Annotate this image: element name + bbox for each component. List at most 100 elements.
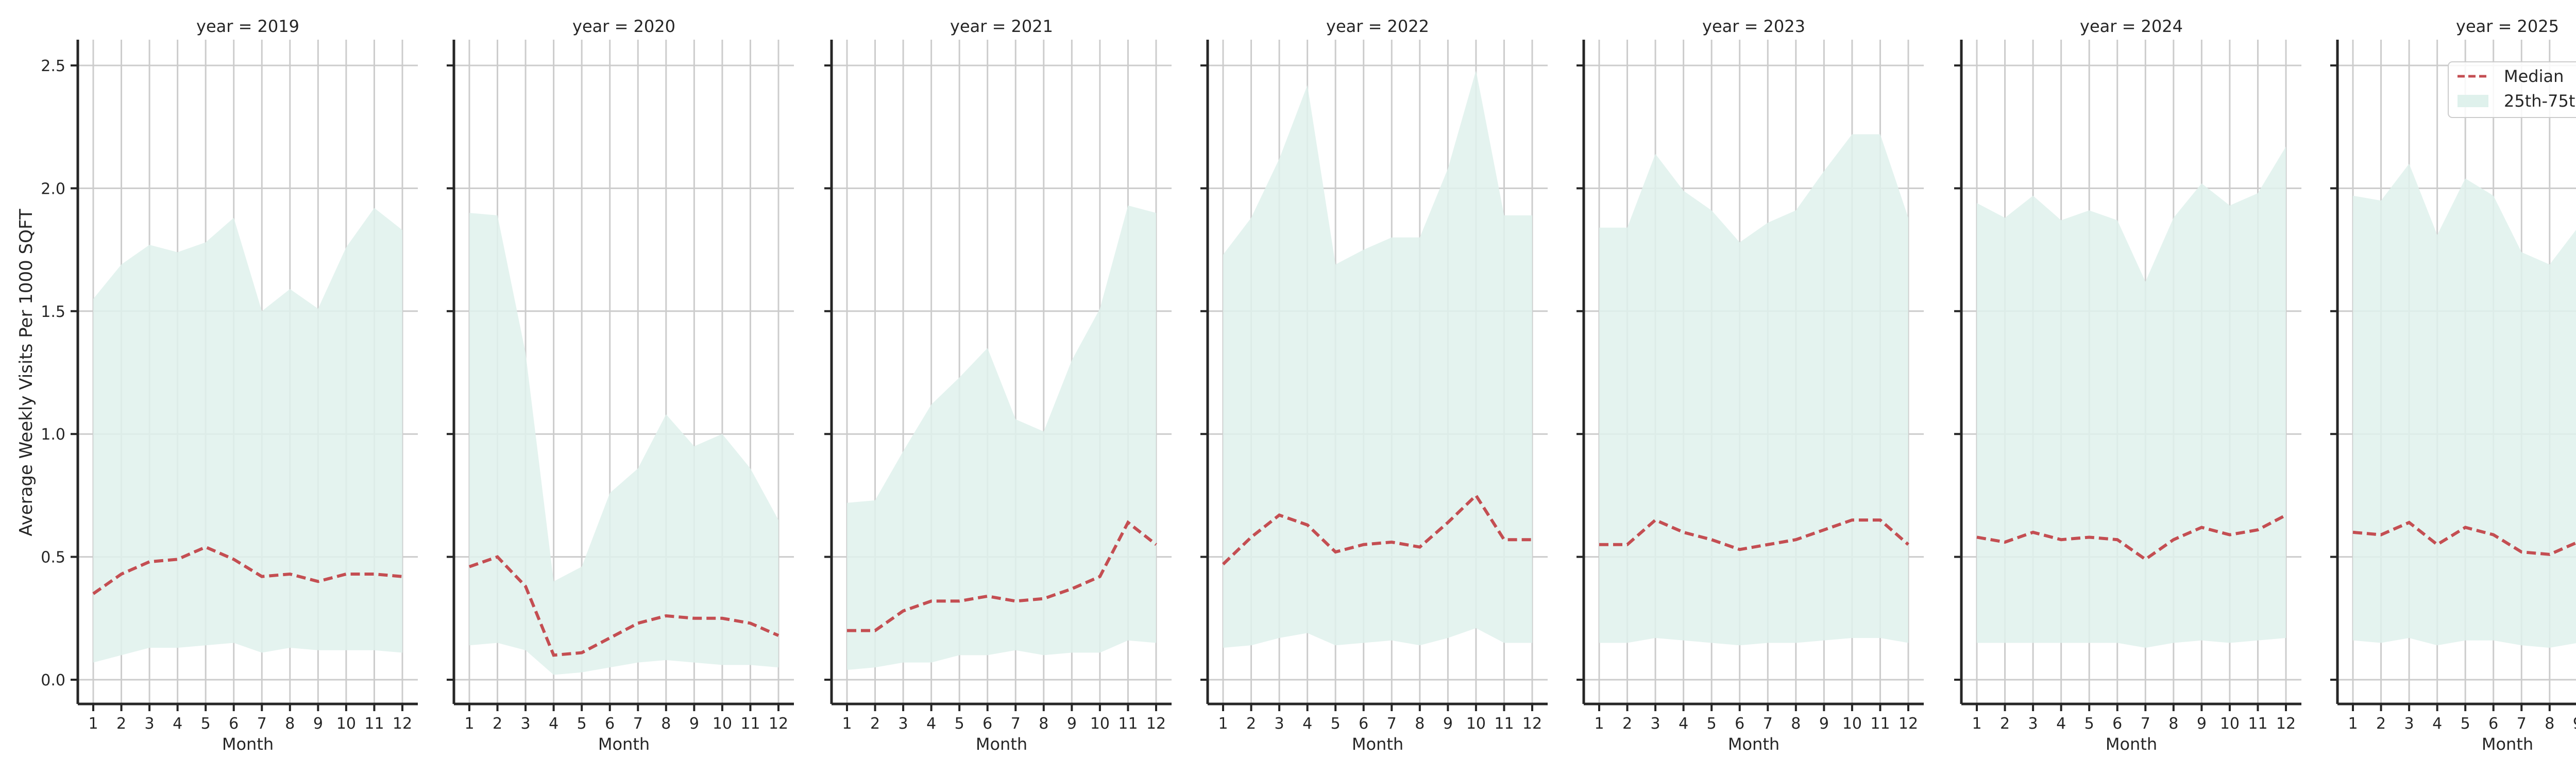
x-tick-label: 9 — [1819, 715, 1829, 733]
x-tick-label: 9 — [2197, 715, 2207, 733]
facet-title: year = 2020 — [572, 16, 675, 36]
x-tick-label: 11 — [1870, 715, 1890, 733]
x-tick-label: 8 — [1791, 715, 1801, 733]
x-tick-label: 6 — [1735, 715, 1744, 733]
x-tick-label: 8 — [285, 715, 295, 733]
y-axis-label: Average Weekly Visits Per 1000 SQFT — [16, 209, 37, 536]
x-tick-label: 6 — [1359, 715, 1368, 733]
x-tick-label: 1 — [88, 715, 98, 733]
x-tick-label: 12 — [393, 715, 412, 733]
x-tick-label: 5 — [577, 715, 587, 733]
x-tick-label: 3 — [2404, 715, 2414, 733]
x-tick-label: 4 — [173, 715, 182, 733]
x-tick-label: 1 — [464, 715, 474, 733]
x-tick-label: 6 — [982, 715, 992, 733]
x-tick-label: 5 — [2084, 715, 2094, 733]
x-tick-label: 3 — [145, 715, 155, 733]
x-tick-label: 11 — [1494, 715, 1514, 733]
x-tick-label: 7 — [2517, 715, 2527, 733]
y-tick-label: 0.5 — [41, 549, 65, 567]
x-tick-label: 5 — [201, 715, 211, 733]
x-tick-label: 4 — [926, 715, 936, 733]
x-tick-label: 10 — [1466, 715, 1486, 733]
x-tick-label: 9 — [1067, 715, 1077, 733]
median-line-2019 — [92, 545, 403, 595]
x-tick-label: 12 — [1522, 715, 1542, 733]
x-tick-label: 6 — [2488, 715, 2498, 733]
x-tick-label: 11 — [1118, 715, 1138, 733]
x-tick-label: 3 — [1275, 715, 1284, 733]
percentile-band-2022 — [1223, 70, 1532, 648]
facet-title: year = 2022 — [1326, 16, 1429, 36]
x-tick-label: 7 — [1011, 715, 1021, 733]
median-line-2024 — [1976, 513, 2287, 562]
x-tick-label: 3 — [1651, 715, 1660, 733]
x-tick-label: 8 — [2545, 715, 2554, 733]
x-tick-label: 7 — [1387, 715, 1397, 733]
x-tick-label: 2 — [1246, 715, 1256, 733]
x-tick-label: 4 — [2432, 715, 2442, 733]
x-tick-label: 10 — [1842, 715, 1862, 733]
x-tick-label: 10 — [336, 715, 356, 733]
x-tick-label: 1 — [2348, 715, 2358, 733]
y-tick-label: 1.5 — [41, 303, 65, 321]
facet-title: year = 2024 — [2080, 16, 2183, 36]
y-tick-label: 2.0 — [41, 180, 65, 198]
x-tick-label: 5 — [1331, 715, 1341, 733]
median-line-2021 — [847, 520, 1157, 632]
x-tick-label: 2 — [493, 715, 502, 733]
x-tick-label: 9 — [313, 715, 323, 733]
x-axis-label: Month — [2482, 734, 2533, 754]
x-axis-label: Month — [976, 734, 1027, 754]
x-axis-label: Month — [222, 734, 274, 754]
x-tick-label: 5 — [955, 715, 964, 733]
x-tick-label: 7 — [1763, 715, 1773, 733]
x-tick-label: 1 — [1972, 715, 1981, 733]
x-tick-label: 8 — [661, 715, 671, 733]
x-tick-label: 2 — [870, 715, 880, 733]
x-tick-label: 7 — [2141, 715, 2150, 733]
percentile-band-2021 — [847, 205, 1156, 670]
x-tick-label: 1 — [1218, 715, 1228, 733]
x-tick-label: 12 — [1146, 715, 1166, 733]
x-tick-label: 9 — [1443, 715, 1453, 733]
y-tick-label: 1.0 — [41, 426, 65, 444]
x-tick-label: 8 — [2168, 715, 2178, 733]
x-tick-label: 11 — [364, 715, 384, 733]
y-tick-label: 2.5 — [41, 57, 65, 75]
x-tick-label: 2 — [2376, 715, 2386, 733]
x-axis-label: Month — [598, 734, 650, 754]
x-tick-label: 3 — [2028, 715, 2038, 733]
x-tick-label: 5 — [1707, 715, 1717, 733]
facet-title: year = 2021 — [950, 16, 1053, 36]
x-tick-label: 6 — [2112, 715, 2122, 733]
median-line-2022 — [1222, 493, 1532, 566]
x-tick-label: 4 — [1302, 715, 1312, 733]
legend-band-label: 25th-75th Percentile — [2504, 91, 2576, 111]
x-tick-label: 4 — [1679, 715, 1688, 733]
percentile-band-2025 — [2353, 163, 2576, 648]
x-tick-label: 10 — [1090, 715, 1110, 733]
x-tick-label: 12 — [2276, 715, 2296, 733]
x-tick-label: 4 — [549, 715, 558, 733]
percentile-band-2020 — [469, 213, 778, 675]
x-tick-label: 3 — [899, 715, 908, 733]
y-tick-label: 0.0 — [41, 671, 65, 690]
facet-title: year = 2025 — [2456, 16, 2559, 36]
x-tick-label: 9 — [689, 715, 699, 733]
x-tick-label: 12 — [1899, 715, 1918, 733]
x-tick-label: 8 — [1415, 715, 1425, 733]
x-tick-label: 7 — [633, 715, 643, 733]
x-tick-label: 6 — [229, 715, 239, 733]
x-tick-label: 11 — [740, 715, 760, 733]
x-tick-label: 2 — [1622, 715, 1632, 733]
x-axis-label: Month — [1352, 734, 1403, 754]
x-tick-label: 5 — [2461, 715, 2470, 733]
x-tick-label: 9 — [2573, 715, 2576, 733]
x-tick-label: 6 — [605, 715, 615, 733]
